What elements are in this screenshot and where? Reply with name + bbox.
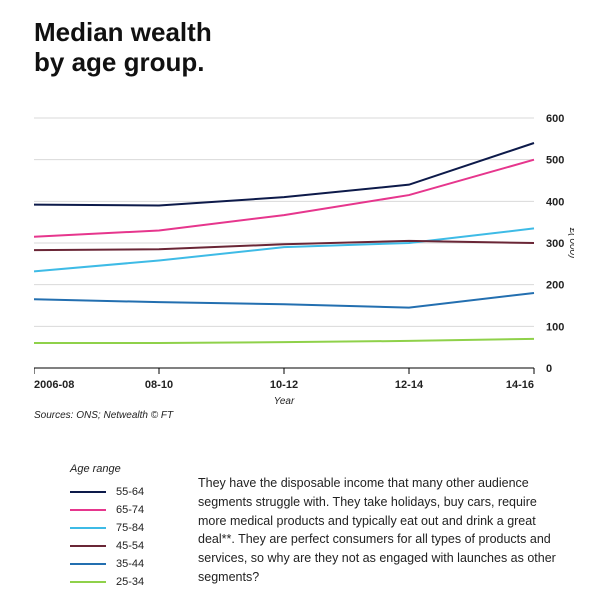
title-line-2: by age group. bbox=[34, 47, 204, 77]
legend-title: Age range bbox=[70, 463, 190, 475]
svg-text:10-12: 10-12 bbox=[270, 379, 298, 391]
legend-row: 55-64 bbox=[70, 483, 190, 501]
legend-swatch bbox=[70, 545, 106, 547]
legend-row: 25-34 bbox=[70, 573, 190, 591]
svg-text:400: 400 bbox=[546, 196, 564, 208]
legend-label: 75-84 bbox=[116, 522, 144, 534]
svg-text:200: 200 bbox=[546, 280, 564, 292]
legend-swatch bbox=[70, 563, 106, 565]
title-line-1: Median wealth bbox=[34, 17, 212, 47]
legend-label: 55-64 bbox=[116, 486, 144, 498]
legend-row: 65-74 bbox=[70, 501, 190, 519]
legend-row: 45-54 bbox=[70, 537, 190, 555]
page-title: Median wealth by age group. bbox=[34, 18, 609, 78]
legend-label: 45-54 bbox=[116, 540, 144, 552]
svg-text:600: 600 bbox=[546, 113, 564, 125]
svg-text:0: 0 bbox=[546, 363, 552, 375]
chart-sources: Sources: ONS; Netwealth © FT bbox=[34, 410, 173, 421]
legend-swatch bbox=[70, 509, 106, 511]
legend-swatch bbox=[70, 527, 106, 529]
svg-text:500: 500 bbox=[546, 155, 564, 167]
svg-text:08-10: 08-10 bbox=[145, 379, 173, 391]
legend-label: 35-44 bbox=[116, 558, 144, 570]
median-wealth-chart: 0 100 200 300 400 500 600 2006-08 08-10 10-12 12-1… bbox=[34, 108, 574, 388]
legend-label: 65-74 bbox=[116, 504, 144, 516]
legend-swatch bbox=[70, 491, 106, 493]
description-paragraph: They have the disposable income that man… bbox=[198, 474, 568, 587]
chart-legend: Age range 55-64 65-74 75-84 45-54 35-44 25-34 bbox=[70, 463, 190, 591]
svg-text:Year: Year bbox=[274, 396, 295, 407]
svg-text:2006-08: 2006-08 bbox=[34, 379, 74, 391]
legend-row: 35-44 bbox=[70, 555, 190, 573]
svg-text:100: 100 bbox=[546, 321, 564, 333]
svg-text:300: 300 bbox=[546, 238, 564, 250]
svg-text:14-16: 14-16 bbox=[506, 379, 534, 391]
svg-text:12-14: 12-14 bbox=[395, 379, 424, 391]
legend-label: 25-34 bbox=[116, 576, 144, 588]
legend-row: 75-84 bbox=[70, 519, 190, 537]
svg-text:£('000): £('000) bbox=[567, 227, 574, 259]
legend-swatch bbox=[70, 581, 106, 583]
